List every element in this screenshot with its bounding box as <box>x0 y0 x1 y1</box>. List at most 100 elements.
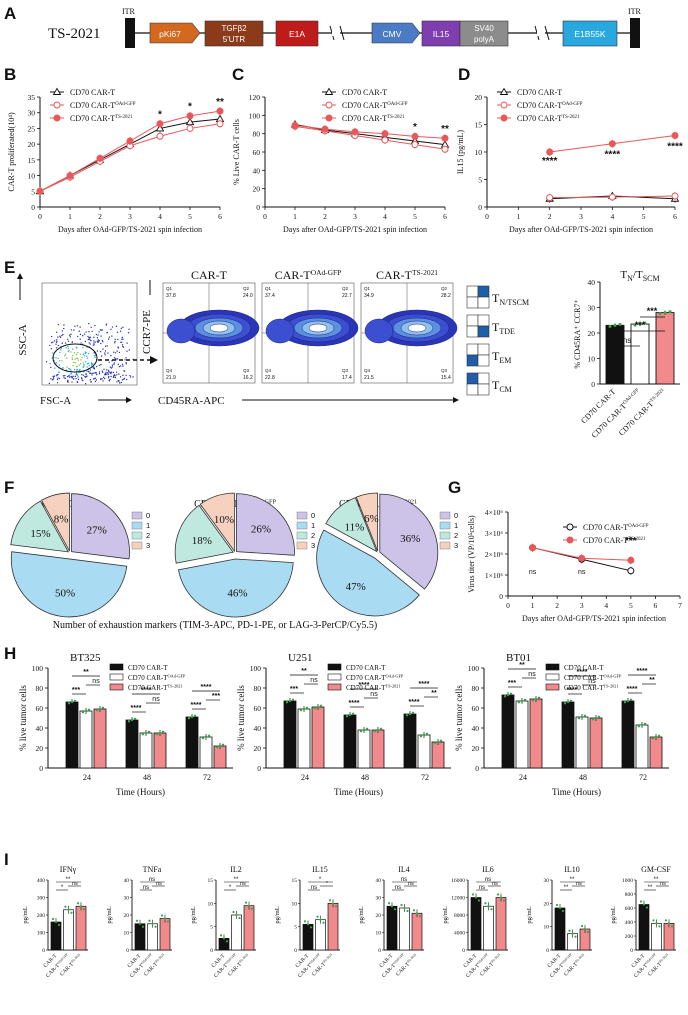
bar <box>386 905 398 951</box>
data-point <box>608 140 616 148</box>
cell-dot <box>71 358 74 361</box>
cell-dot <box>116 331 119 333</box>
cell-dot <box>80 377 83 379</box>
pie-slice <box>355 492 379 552</box>
cell-dot <box>98 331 100 333</box>
data-dot <box>655 922 658 925</box>
sig-label: ns <box>156 881 162 887</box>
cell-dot <box>85 331 87 333</box>
cell-dot <box>71 376 73 379</box>
y-tick-label: 0 <box>31 203 35 212</box>
sig-label: **** <box>637 668 648 675</box>
data-dot <box>583 714 587 717</box>
y-tick-label: 30 <box>588 304 596 313</box>
data-dot <box>73 699 77 702</box>
cell-dot <box>74 358 76 360</box>
il15-box <box>421 20 461 47</box>
data-dot <box>439 739 443 742</box>
cell-dot <box>89 343 91 345</box>
sig-label: **** <box>131 705 142 712</box>
cell-dot <box>121 338 123 340</box>
y-tick-label: 10 <box>544 925 550 931</box>
data-point <box>411 141 419 149</box>
cell-dot <box>71 357 73 359</box>
y-tick-label: 40 <box>376 878 382 884</box>
cell-dot <box>55 341 58 343</box>
cell-dot <box>60 349 62 351</box>
bar <box>501 694 515 769</box>
pie-slice <box>10 551 128 618</box>
data-dot <box>244 901 248 904</box>
cell-dot <box>104 373 106 376</box>
data-dot <box>400 903 403 907</box>
legend-swatch <box>439 531 451 540</box>
pie-title: CD70 CAR-T <box>42 499 98 510</box>
cell-dot <box>72 365 74 367</box>
gate-arrowhead <box>150 356 158 364</box>
y-axis-label: % Live CAR-T cells <box>232 119 241 185</box>
cell-dot <box>94 324 96 327</box>
cell-dot <box>108 375 110 378</box>
panel-label-C: C <box>232 65 244 84</box>
cell-dot <box>84 351 87 353</box>
cell-dot <box>100 342 102 345</box>
cell-dot <box>121 363 124 366</box>
cell-dot <box>59 351 61 354</box>
cell-dot <box>82 353 84 355</box>
panel-label-F: F <box>4 478 14 497</box>
y-axis-label: CAR-T proliferated(10⁴) <box>7 112 16 192</box>
pie-slice <box>236 493 295 556</box>
cell-dot <box>107 373 109 376</box>
cell-dot <box>69 336 71 338</box>
data-dot <box>637 725 641 728</box>
cell-dot <box>113 362 115 364</box>
contour-title: CAR-TOAd-GFP <box>275 268 342 282</box>
slice-label: 6% <box>364 513 379 525</box>
cell-dot <box>102 380 104 382</box>
data-point <box>156 120 164 128</box>
y-tick-label: 40 <box>253 166 261 175</box>
cell-dot <box>79 333 82 336</box>
cell-dot <box>103 368 105 371</box>
bar <box>561 701 575 769</box>
data-dot <box>288 699 292 703</box>
legend-label: CD70 CAR-T <box>564 664 604 672</box>
data-dot <box>219 934 223 937</box>
data-dot <box>309 926 313 929</box>
y-tick-label: 120 <box>249 93 261 102</box>
y-tick-label: 12000 <box>451 896 465 902</box>
cell-dot <box>104 352 106 354</box>
x-tick-label: 4 <box>604 601 608 610</box>
bar <box>635 724 649 769</box>
data-dot <box>334 905 338 908</box>
y-tick-label: 1000 <box>622 878 633 884</box>
data-point <box>381 130 389 138</box>
x-tick-label: 48 <box>361 773 369 782</box>
data-dot <box>390 905 394 908</box>
bar <box>357 729 371 769</box>
sig-label: **** <box>567 687 578 694</box>
y-tick-label: 4×10⁶ <box>485 508 503 517</box>
legend-label: 0 <box>311 511 315 520</box>
legend-swatch <box>327 683 342 691</box>
chart-I-2: 051015IL2pg/mLCAR-TCAR-TOAd-GFPCAR-TTS-2… <box>190 865 256 979</box>
sig-label: ns <box>623 336 631 345</box>
cell-dot <box>108 361 110 363</box>
y-tick-label: 80 <box>253 130 261 139</box>
x-tick-label: 4 <box>610 212 614 221</box>
data-dot <box>555 903 559 907</box>
sig-label: ns <box>479 885 485 891</box>
data-point <box>52 87 62 95</box>
y-tick-label: 0 <box>126 948 129 954</box>
y-tick-label: 16000 <box>451 878 465 884</box>
panel-label-B: B <box>4 65 16 84</box>
pie-slice <box>174 504 234 564</box>
data-dot <box>84 709 88 713</box>
contour-level <box>308 323 328 333</box>
itr-right <box>630 18 640 48</box>
cell-dot <box>57 377 59 379</box>
legend-label: 1 <box>311 521 315 530</box>
significance-star: * <box>413 122 417 133</box>
x-axis-label: Days after OAd-GFP/TS-2021 spin infectio… <box>509 225 653 234</box>
cell-dot <box>66 375 69 378</box>
